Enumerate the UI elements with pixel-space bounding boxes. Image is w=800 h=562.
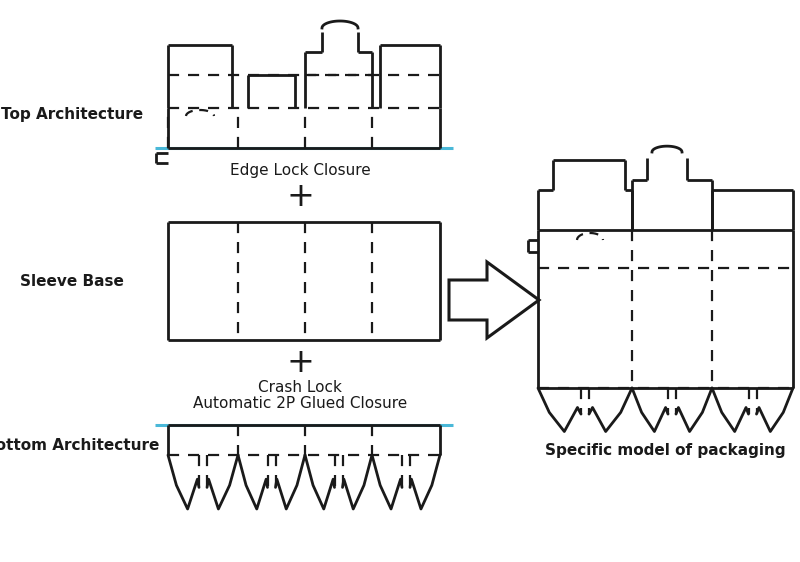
Text: Specific model of packaging: Specific model of packaging <box>545 442 786 457</box>
Text: Crash Lock: Crash Lock <box>258 380 342 396</box>
Text: Sleeve Base: Sleeve Base <box>20 274 124 288</box>
Text: Edge Lock Closure: Edge Lock Closure <box>230 162 370 178</box>
Polygon shape <box>449 262 539 338</box>
Text: Top Architecture: Top Architecture <box>1 107 143 123</box>
Text: Bottom Architecture: Bottom Architecture <box>0 437 160 452</box>
Text: Automatic 2P Glued Closure: Automatic 2P Glued Closure <box>193 397 407 411</box>
Text: +: + <box>286 346 314 378</box>
Text: +: + <box>286 180 314 214</box>
